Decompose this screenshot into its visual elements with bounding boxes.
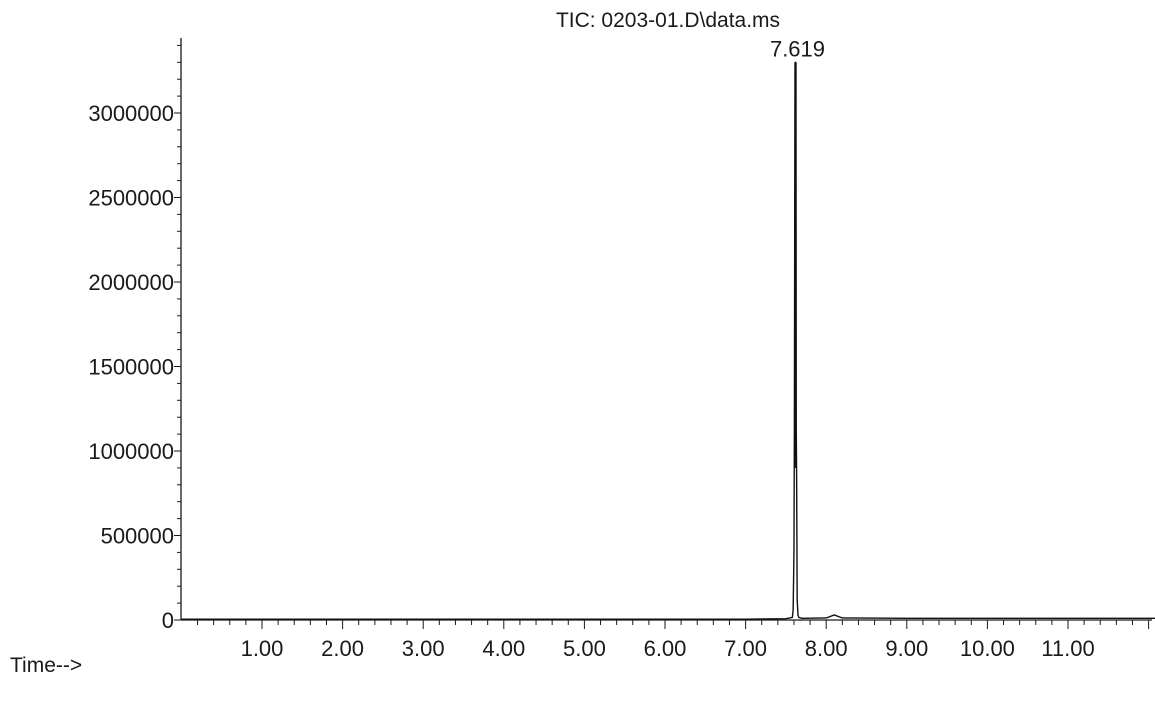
tic-trace-line: [181, 61, 1155, 620]
x-tick-label: 2.00: [321, 636, 364, 661]
chart-title: TIC: 0203-01.D\data.ms: [556, 9, 780, 32]
y-tick-label: 1000000: [88, 439, 174, 464]
y-tick-label: 3000000: [88, 101, 174, 126]
y-tick-label: 0: [162, 608, 174, 633]
x-tick-label: 5.00: [563, 636, 606, 661]
y-tick-label: 500000: [101, 524, 174, 549]
x-tick-label: 8.00: [805, 636, 848, 661]
x-tick-label: 9.00: [885, 636, 928, 661]
x-tick-label: 10.00: [960, 636, 1015, 661]
x-tick-label: 4.00: [482, 636, 525, 661]
peak-label: 7.619: [770, 36, 825, 61]
x-tick-label: 11.00: [1041, 636, 1094, 661]
plot-area: 0 500000 1000000 1500000 2000000 2500000 30000…: [88, 36, 1155, 661]
x-tick-label: 1.00: [241, 636, 284, 661]
x-tick-label: 6.00: [644, 636, 687, 661]
x-tick-label: 7.00: [724, 636, 767, 661]
y-tick-label: 2000000: [88, 270, 174, 295]
y-tick-label: 1500000: [88, 355, 174, 380]
x-tick-label: 3.00: [402, 636, 445, 661]
y-tick-label: 2500000: [88, 186, 174, 211]
x-axis-label: Time-->: [10, 654, 83, 677]
